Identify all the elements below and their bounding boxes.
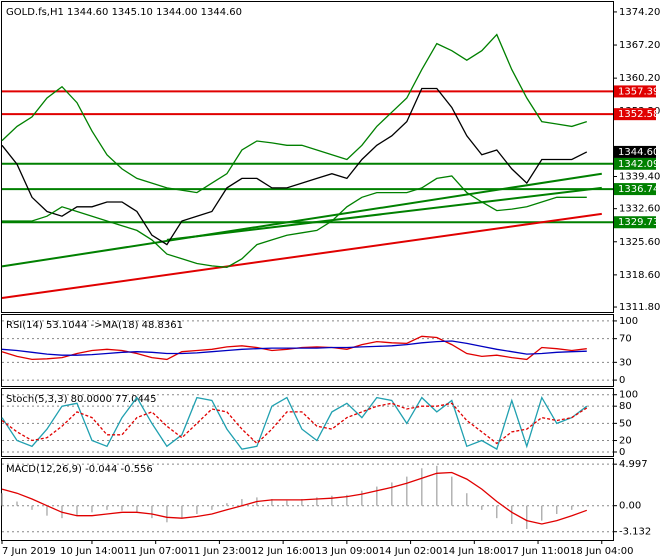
y-tick-label: 1325.60 <box>619 237 660 248</box>
rsi-panel <box>1 314 614 387</box>
histogram-bar <box>451 476 453 506</box>
level-label: 1342.09 <box>618 159 659 170</box>
histogram-bar <box>241 499 243 506</box>
y-tick-label: 100 <box>619 316 638 327</box>
level-label: 1352.58 <box>618 109 659 120</box>
current-price-label: 1344.60 <box>618 147 659 158</box>
histogram-bar <box>466 493 468 506</box>
series-line <box>1 471 588 525</box>
trend-line <box>166 186 602 241</box>
histogram-bar <box>301 499 303 506</box>
histogram-bar <box>46 505 48 516</box>
x-tick-label: 14 Jun 02:00 <box>379 546 443 557</box>
x-tick-label: 18 Jun 04:00 <box>570 546 634 557</box>
price-panel <box>1 1 614 313</box>
histogram-bar <box>91 505 93 513</box>
histogram-bar <box>31 505 33 510</box>
histogram-bar <box>196 505 198 514</box>
histogram-bar <box>331 495 333 506</box>
y-tick-label: -3.132 <box>619 527 651 538</box>
histogram-bar <box>106 505 108 510</box>
y-tick-label: 20 <box>619 436 632 447</box>
y-tick-label: 80 <box>619 401 632 412</box>
level-label-box <box>614 216 656 229</box>
histogram-bar <box>271 499 273 506</box>
histogram-bar <box>1 493 3 506</box>
histogram-bar <box>406 476 408 506</box>
trend-line <box>1 172 602 268</box>
current-price-box <box>614 145 656 158</box>
level-label-box <box>614 183 656 196</box>
y-tick-label: 70 <box>619 334 632 345</box>
x-tick-label: 14 Jun 18:00 <box>443 546 507 557</box>
y-tick-label: 50 <box>619 418 632 429</box>
y-tick-label: 0 <box>619 375 625 386</box>
y-tick-label: 1374.20 <box>619 7 660 18</box>
panel-title: RSI(14) 53.1044 ->MA(18) 48.8361 <box>6 320 183 331</box>
x-tick-label: 17 Jun 11:00 <box>506 546 570 557</box>
histogram-bar <box>391 482 393 506</box>
y-tick-label: 4.997 <box>619 459 648 470</box>
level-label-box <box>614 85 656 98</box>
histogram-bar <box>286 500 288 506</box>
series-line <box>1 87 588 246</box>
histogram-bar <box>346 494 348 506</box>
histogram-bar <box>226 503 228 506</box>
y-tick-label: 100 <box>619 390 638 401</box>
histogram-bar <box>316 497 318 506</box>
histogram-bar <box>571 505 573 510</box>
histogram-bar <box>511 505 513 524</box>
histogram-bar <box>556 505 558 514</box>
x-tick-label: 12 Jun 16:00 <box>251 546 315 557</box>
y-tick-label: 1311.80 <box>619 302 660 313</box>
series-line <box>1 340 587 356</box>
histogram-bar <box>496 505 498 519</box>
level-label: 1357.39 <box>618 86 659 97</box>
y-tick-label: 0.00 <box>619 501 641 512</box>
x-tick-label: 11 Jun 23:00 <box>188 546 252 557</box>
series-line <box>1 33 587 194</box>
histogram-bar <box>136 505 138 513</box>
y-tick-label: 1339.40 <box>619 172 660 183</box>
series-line <box>1 395 588 451</box>
y-tick-label: 0 <box>619 447 625 458</box>
histogram-bar <box>436 465 438 506</box>
y-tick-label: 1318.60 <box>619 270 660 281</box>
panel-title: GOLD.fs,H1 1344.60 1345.10 1344.00 1344.… <box>6 7 242 18</box>
series-line <box>1 402 588 445</box>
y-tick-label: 1360.20 <box>619 73 660 84</box>
histogram-bar <box>76 505 78 516</box>
histogram-bar <box>541 505 543 521</box>
histogram-bar <box>16 501 18 506</box>
histogram-bar <box>166 505 168 523</box>
y-tick-label: 30 <box>619 357 632 368</box>
histogram-bar <box>481 505 483 510</box>
stoch-panel <box>1 388 614 457</box>
series-line <box>2 175 587 268</box>
histogram-bar <box>526 505 528 529</box>
panel-title: MACD(12,26,9) -0.044 -0.556 <box>6 464 153 475</box>
histogram-bar <box>181 505 183 519</box>
panel-title: Stoch(5,3,3) 80.0000 77.0445 <box>6 394 157 405</box>
y-tick-label: 1367.20 <box>619 40 660 51</box>
histogram-bar <box>151 505 153 519</box>
level-label: 1336.74 <box>618 184 659 195</box>
level-label-box <box>614 108 656 121</box>
level-label-box <box>614 157 656 170</box>
x-tick-label: 11 Jun 07:00 <box>124 546 188 557</box>
x-tick-label: 10 Jun 14:00 <box>60 546 124 557</box>
x-tick-label: 13 Jun 09:00 <box>315 546 379 557</box>
trend-line <box>1 212 602 299</box>
y-tick-label: 1332.60 <box>619 204 660 215</box>
level-label: 1329.73 <box>618 217 659 228</box>
x-tick-label: 7 Jun 2019 <box>2 546 56 557</box>
histogram-bar <box>211 505 213 510</box>
histogram-bar <box>121 505 123 511</box>
histogram-bar <box>376 486 378 506</box>
histogram-bar <box>361 490 363 506</box>
histogram-bar <box>421 468 423 506</box>
